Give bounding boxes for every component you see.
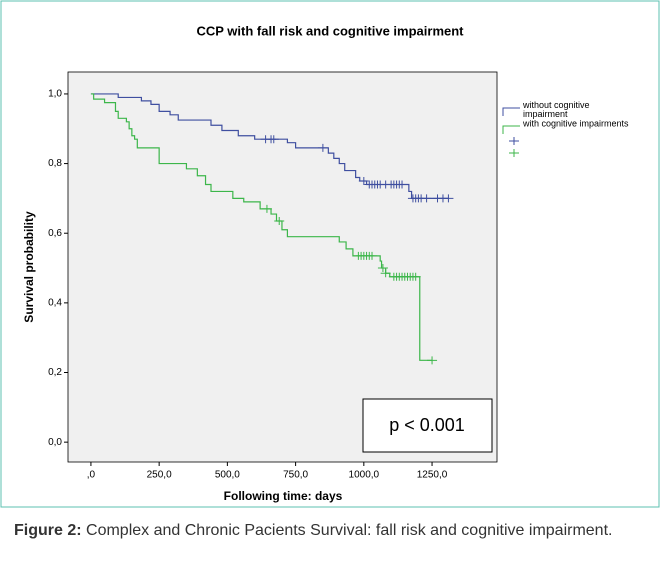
censor-mark xyxy=(380,269,391,278)
survival-curve xyxy=(90,93,449,200)
caption-text: Complex and Chronic Pacients Survival: f… xyxy=(86,522,613,539)
censor-mark xyxy=(410,272,421,281)
legend-label: without cognitive impairment xyxy=(522,100,590,119)
legend-line xyxy=(502,107,520,116)
x-axis-title: Following time: days xyxy=(224,489,343,503)
x-tick-label: 750,0 xyxy=(283,470,308,481)
caption-label: Figure 2: xyxy=(14,522,82,539)
x-tick-label: 500,0 xyxy=(215,470,240,481)
censor-mark xyxy=(377,264,388,273)
legend-line xyxy=(502,125,520,134)
censor-mark xyxy=(268,135,279,144)
annotation-box xyxy=(362,398,493,453)
x-tick-label: 250,0 xyxy=(147,470,172,481)
chart: CCP with fall risk and cognitive impairm… xyxy=(0,0,660,508)
survival-curve xyxy=(90,93,433,361)
y-tick-label: 0,6 xyxy=(48,228,62,239)
legend-label: with cognitive impairments xyxy=(522,118,629,128)
figure-border xyxy=(0,0,660,508)
y-tick-label: 0,2 xyxy=(48,367,62,378)
censor-mark xyxy=(367,251,378,260)
annotation: p < 0.001 xyxy=(389,415,465,435)
censor-mark xyxy=(274,217,285,226)
chart-title: CCP with fall risk and cognitive impairm… xyxy=(196,23,464,38)
censor-mark xyxy=(358,176,369,185)
caption: Figure 2: Complex and Chronic Pacients S… xyxy=(14,520,646,542)
y-tick-label: 1,0 xyxy=(48,89,62,100)
censor-mark xyxy=(317,143,328,152)
y-tick-label: 0,0 xyxy=(48,437,62,448)
censor-mark xyxy=(421,194,432,203)
x-tick-label: 1000,0 xyxy=(349,470,380,481)
legend-censor xyxy=(509,137,519,145)
y-axis-title: Survival probability xyxy=(22,211,36,323)
y-tick-label: 0,8 xyxy=(48,158,62,169)
plot-area xyxy=(67,71,498,463)
censor-mark xyxy=(427,356,438,365)
censor-mark xyxy=(443,194,454,203)
censor-mark xyxy=(261,204,272,213)
x-tick-label: 1250,0 xyxy=(417,470,448,481)
x-tick-label: ,0 xyxy=(87,470,96,481)
censor-mark xyxy=(397,180,408,189)
y-tick-label: 0,4 xyxy=(48,298,62,309)
legend-censor xyxy=(509,149,519,157)
